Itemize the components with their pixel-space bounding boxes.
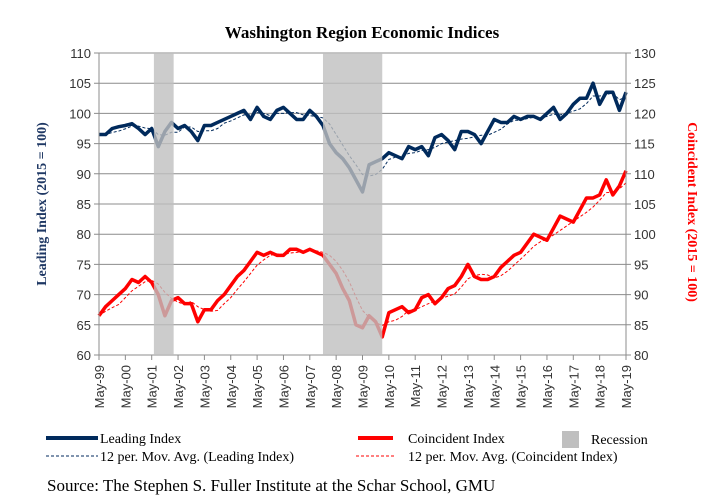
right-tick-label: 125	[634, 76, 656, 91]
x-tick-label: May-12	[435, 365, 450, 408]
left-tick-label: 75	[77, 257, 91, 272]
right-tick-label: 110	[634, 167, 655, 182]
x-tick-label: May-08	[329, 365, 344, 408]
x-tick-label: May-00	[118, 365, 133, 408]
recession-bar	[153, 53, 174, 355]
right-axis-label: Coincident Index (2015 = 100)	[684, 122, 699, 302]
legend-recession-swatch	[562, 431, 579, 448]
recession-bar	[322, 53, 383, 355]
left-tick-label: 65	[77, 318, 91, 333]
right-tick-label: 115	[634, 137, 655, 152]
legend: Leading Index 12 per. Mov. Avg. (Leading…	[46, 431, 648, 465]
x-tick-label: May-02	[171, 365, 186, 408]
x-tick-label: May-13	[461, 365, 476, 408]
x-tick-label: May-09	[356, 365, 371, 408]
x-tick-label: May-01	[145, 365, 160, 408]
x-tick-label: May-10	[382, 365, 397, 408]
x-tick-label: May-07	[303, 365, 318, 408]
left-tick-label: 105	[69, 76, 91, 91]
legend-recession-label: Recession	[591, 433, 648, 448]
x-tick-label: May-14	[487, 365, 502, 408]
right-tick-label: 95	[634, 257, 648, 272]
left-axis-label: Leading Index (2015 = 100)	[35, 122, 50, 286]
x-tick-label: May-18	[593, 365, 608, 408]
x-tick-label: May-06	[276, 365, 291, 408]
x-tick-label: May-05	[250, 365, 265, 408]
right-tick-label: 120	[634, 106, 656, 121]
x-tick-label: May-19	[619, 365, 634, 408]
left-tick-label: 70	[77, 288, 91, 303]
source-note: Source: The Stephen S. Fuller Institute …	[47, 476, 495, 495]
left-tick-label: 80	[77, 227, 91, 242]
x-tick-label: May-16	[540, 365, 555, 408]
left-tick-label: 60	[77, 348, 91, 363]
left-tick-label: 90	[77, 167, 91, 182]
left-tick-label: 100	[69, 106, 91, 121]
x-tick-label: May-04	[224, 365, 239, 408]
x-tick-label: May-99	[92, 365, 107, 408]
left-tick-label: 85	[77, 197, 91, 212]
right-tick-label: 90	[634, 288, 648, 303]
x-tick-label: May-11	[408, 365, 423, 407]
right-tick-label: 80	[634, 348, 648, 363]
recession-shading	[153, 53, 383, 355]
x-tick-label: May-15	[514, 365, 529, 408]
left-tick-label: 95	[77, 137, 91, 152]
legend-coincident-label: Coincident Index	[408, 432, 505, 447]
right-tick-label: 85	[634, 318, 648, 333]
axes: 60 80 65 85 70 90 75 95 80 100 85 105 90 110 95 115 100 1…	[69, 46, 655, 408]
right-tick-label: 100	[634, 227, 656, 242]
x-tick-label: May-03	[197, 365, 212, 408]
legend-coincident-ma-label: 12 per. Mov. Avg. (Coincident Index)	[408, 450, 618, 465]
x-tick-label: May-17	[566, 365, 581, 408]
legend-leading-label: Leading Index	[100, 432, 181, 447]
right-tick-label: 105	[634, 197, 656, 212]
chart-title: Washington Region Economic Indices	[225, 23, 500, 42]
right-tick-label: 130	[634, 46, 656, 61]
left-tick-label: 110	[70, 46, 91, 61]
legend-leading-ma-label: 12 per. Mov. Avg. (Leading Index)	[100, 450, 294, 465]
